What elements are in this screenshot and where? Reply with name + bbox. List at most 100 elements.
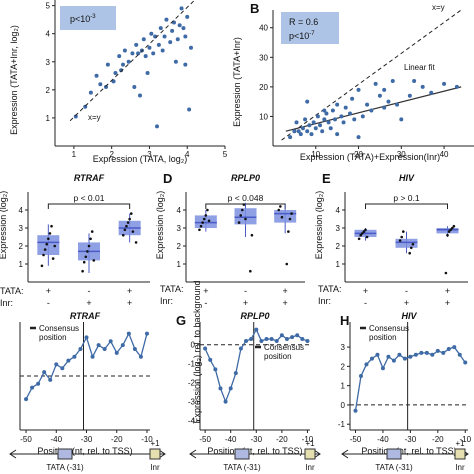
panel-b-point bbox=[335, 132, 340, 137]
panel-a-point bbox=[105, 62, 110, 67]
series-point bbox=[78, 347, 83, 351]
box-y-tick-label: 1 bbox=[177, 260, 182, 269]
series-point bbox=[397, 352, 402, 357]
series-point bbox=[386, 354, 391, 359]
panel-a-y-tick-label: 3 bbox=[46, 58, 51, 67]
box-point bbox=[202, 217, 206, 221]
box-panel-title: RTRAF bbox=[74, 173, 105, 183]
box-point bbox=[364, 228, 367, 232]
box-point bbox=[237, 221, 241, 224]
panel-a-identity-line bbox=[69, 0, 196, 122]
panel-b-y-tick-label: 40 bbox=[259, 24, 268, 33]
panel-a-point bbox=[173, 59, 178, 64]
series-point bbox=[290, 335, 295, 340]
inr-row-label: Inr: bbox=[0, 298, 13, 308]
line-x-tick-label: -40 bbox=[50, 435, 62, 444]
panel-b-x-tick-label: 10 bbox=[311, 150, 320, 159]
box-iqr bbox=[234, 208, 257, 225]
box-point bbox=[43, 248, 47, 251]
box-point bbox=[89, 237, 92, 241]
track-arrow-left bbox=[341, 449, 349, 459]
panel-a-point bbox=[134, 42, 139, 47]
inr-position-label: +1 bbox=[455, 439, 465, 448]
box-point bbox=[287, 230, 290, 233]
line-panel-title: RPLP0 bbox=[240, 311, 269, 321]
panel-b-point bbox=[328, 126, 333, 131]
box-point bbox=[288, 217, 292, 221]
panel-b-point bbox=[324, 111, 329, 116]
box-point bbox=[123, 228, 127, 232]
panel-b-y-tick-label: 30 bbox=[259, 53, 268, 62]
series-point bbox=[305, 338, 310, 343]
series-line bbox=[25, 332, 148, 400]
box-y-tick-label: 2 bbox=[177, 242, 182, 251]
p-value-label: p < 0.048 bbox=[228, 193, 264, 203]
box-point bbox=[198, 228, 201, 232]
panel-b-y-label: Expression (TATA+Inr) bbox=[232, 37, 242, 127]
significance-bracket bbox=[365, 203, 448, 209]
panel-a-point bbox=[181, 26, 186, 31]
box-panel-title: HIV bbox=[399, 173, 415, 183]
panel-b-x-tick-label: 30 bbox=[397, 150, 406, 159]
line-y-tick-label: -1 bbox=[338, 420, 346, 429]
box-point bbox=[87, 244, 91, 248]
panel-a-point bbox=[132, 85, 137, 90]
series-point bbox=[84, 335, 89, 340]
series-point bbox=[413, 352, 418, 357]
series-point bbox=[446, 347, 451, 351]
panel-b-point bbox=[356, 87, 361, 92]
series-point bbox=[126, 331, 131, 336]
box-point bbox=[131, 230, 135, 233]
panel-b-point bbox=[386, 99, 391, 104]
promoter-track: TATA (-31) Inr +1 bbox=[189, 439, 321, 472]
series-point bbox=[233, 371, 238, 376]
line-x-tick-label: -30 bbox=[405, 435, 417, 444]
series-point bbox=[228, 386, 233, 391]
legend-label: Consensus bbox=[39, 324, 79, 333]
panel-b-point bbox=[326, 120, 331, 125]
box-point bbox=[446, 233, 449, 237]
series-point bbox=[249, 337, 254, 342]
panel-a-point bbox=[155, 124, 159, 129]
series-point bbox=[238, 346, 243, 351]
box-panel-title: RPLP0 bbox=[231, 173, 260, 183]
box-point bbox=[121, 233, 125, 237]
box-point bbox=[280, 215, 284, 219]
series-point bbox=[463, 360, 468, 365]
panel-a-point bbox=[147, 45, 152, 50]
panel-a-point bbox=[73, 114, 78, 119]
panel-b-point bbox=[442, 81, 447, 86]
legend-label-2: position bbox=[369, 333, 397, 342]
box-point bbox=[359, 233, 363, 237]
box-point bbox=[400, 235, 404, 239]
box-point bbox=[125, 224, 128, 228]
panel-b-fit-label: Linear fit bbox=[404, 63, 435, 72]
panel-a-point bbox=[168, 40, 173, 45]
tata-sign: + bbox=[127, 286, 132, 296]
panel-a-point bbox=[185, 14, 190, 19]
box-point bbox=[447, 230, 451, 233]
panel-b-point bbox=[356, 135, 361, 140]
box-point bbox=[249, 269, 252, 273]
panel-b-point bbox=[322, 117, 327, 122]
panel-b-point bbox=[288, 135, 293, 140]
panel-b-x-tick-label: 40 bbox=[440, 150, 449, 159]
line-y-tick-label: -4 bbox=[188, 417, 196, 426]
line-x-tick-label: -50 bbox=[20, 435, 32, 444]
box-point bbox=[47, 237, 50, 241]
box-y-tick-label: 2 bbox=[19, 242, 24, 251]
panel-a-point bbox=[160, 48, 165, 53]
panel-a-point bbox=[143, 54, 148, 59]
panel-b-point bbox=[300, 126, 305, 131]
line-panel-hiv: -50 -40 -30 -20 -10 3 2 1 0 -1 H HIV Consensuspositi… bbox=[338, 311, 472, 456]
panel-b-point bbox=[352, 117, 357, 122]
panel-a-point bbox=[94, 73, 99, 78]
panel-a-scatter: 1 2 3 4 5 1 2 3 4 5 p<10-3 x=y Expression (TATA, … bbox=[9, 0, 228, 164]
track-arrow-left bbox=[9, 449, 17, 459]
tata-sign: + bbox=[445, 286, 450, 296]
box-point bbox=[244, 217, 247, 221]
series-point bbox=[279, 333, 284, 338]
series-line bbox=[204, 328, 308, 404]
series-point bbox=[90, 354, 95, 359]
